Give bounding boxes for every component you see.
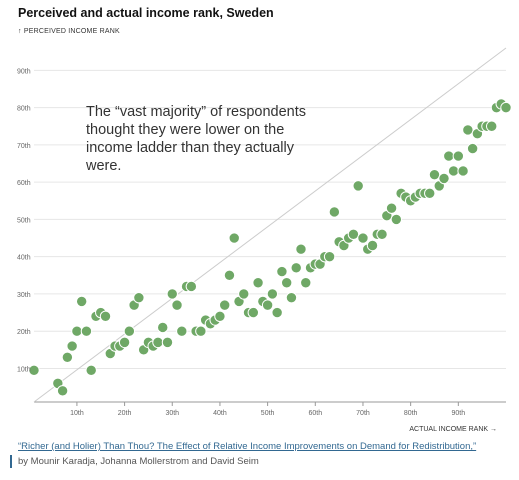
y-tick-label: 10th (17, 366, 31, 373)
data-point (443, 150, 455, 162)
data-point (195, 325, 207, 337)
chart-title: Perceived and actual income rank, Sweden (18, 6, 274, 20)
diagonal-line (33, 47, 507, 403)
data-point (280, 277, 293, 289)
data-point (71, 325, 83, 337)
data-point (261, 299, 274, 311)
data-points (28, 98, 512, 397)
y-axis-title: ↑ PERCEIVED INCOME RANK (18, 28, 120, 35)
reference-line (33, 47, 507, 403)
data-point (428, 168, 441, 181)
scatter-chart: 10th 20th 30th 40th 50th 60th 70th 80th 90th 10th… (17, 47, 512, 433)
source-link[interactable]: “Richer (and Holier) Than Thou? The Effe… (18, 441, 477, 452)
data-point (323, 250, 336, 263)
data-point (99, 310, 112, 322)
data-point (385, 202, 398, 214)
data-point (457, 165, 469, 177)
data-point (252, 277, 264, 289)
x-tick-label: 70th (356, 410, 370, 417)
data-point (266, 288, 279, 300)
data-point (219, 299, 231, 311)
x-tick-label: 80th (404, 410, 418, 417)
data-point (133, 291, 145, 304)
data-point (357, 232, 369, 244)
data-point (376, 228, 388, 241)
data-point (366, 239, 379, 252)
data-point (85, 364, 97, 377)
y-tick-label: 40th (17, 255, 31, 262)
data-point (161, 336, 174, 349)
source-authors: by Mounir Karadja, Johanna Mollerstrom a… (18, 456, 259, 467)
data-point (390, 213, 403, 226)
data-point (290, 262, 302, 274)
x-axis-title: ACTUAL INCOME RANK → (409, 426, 497, 433)
text-cursor (10, 455, 12, 468)
x-tick-label: 90th (452, 410, 466, 417)
y-tick-label: 80th (17, 106, 31, 113)
data-point (485, 120, 498, 132)
data-point (118, 336, 131, 349)
x-tick-label: 20th (118, 410, 132, 417)
data-point (300, 277, 312, 289)
data-point (500, 101, 512, 114)
x-tick-label: 50th (261, 410, 275, 417)
x-tick-label: 30th (165, 410, 179, 417)
x-tick-label: 40th (213, 410, 227, 417)
data-point (424, 187, 436, 200)
data-point (28, 364, 40, 377)
data-point (80, 325, 93, 337)
data-point (438, 172, 450, 185)
data-point (157, 321, 169, 334)
data-point (152, 336, 164, 349)
data-point (462, 124, 474, 136)
y-tick-label: 20th (17, 329, 31, 336)
data-point (66, 340, 78, 352)
data-point (223, 269, 236, 282)
x-tick-label: 10th (70, 410, 84, 417)
data-point (171, 299, 183, 311)
data-point (452, 150, 465, 162)
data-point (166, 288, 178, 300)
tick-labels: 10th 20th 30th 40th 50th 60th 70th 80th 90th 10th… (17, 68, 497, 433)
data-point (185, 280, 198, 293)
data-point (214, 310, 226, 322)
data-point (271, 306, 283, 319)
data-point (176, 325, 188, 337)
data-point (123, 325, 136, 337)
data-point (238, 288, 250, 300)
x-tick-label: 60th (308, 410, 322, 417)
data-point (466, 142, 479, 155)
data-point (347, 228, 360, 241)
data-point (295, 243, 307, 255)
y-tick-label: 30th (17, 292, 31, 299)
y-tick-label: 50th (17, 217, 31, 224)
data-point (352, 180, 364, 192)
data-point (276, 265, 288, 278)
data-point (247, 306, 260, 319)
chart-annotation: The “vast majority” of respondents thoug… (86, 104, 307, 174)
y-tick-label: 70th (17, 143, 31, 150)
data-point (61, 351, 74, 363)
y-tick-label: 60th (17, 180, 31, 187)
data-point (447, 165, 460, 177)
data-point (228, 232, 240, 244)
axes (34, 401, 506, 406)
y-tick-label: 90th (17, 68, 31, 75)
data-point (75, 295, 88, 308)
data-point (285, 291, 298, 304)
data-point (328, 206, 341, 218)
data-point (56, 385, 69, 397)
